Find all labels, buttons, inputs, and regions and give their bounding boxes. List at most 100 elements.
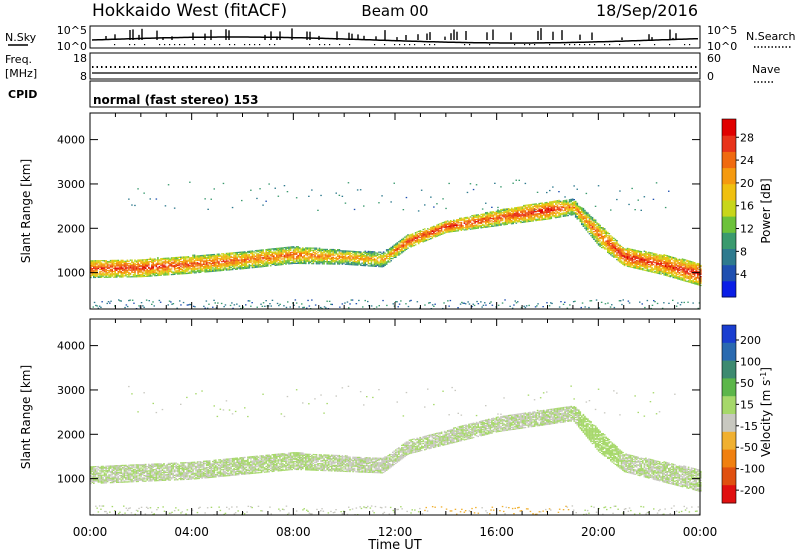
echo-cell <box>361 252 363 254</box>
echo-cell <box>457 220 460 222</box>
echo-cell <box>657 256 659 258</box>
echo-cell <box>154 272 156 275</box>
echo-cell <box>347 262 350 264</box>
echo-cell <box>160 259 162 261</box>
echo-cell <box>251 263 254 265</box>
echo-cell <box>164 274 167 276</box>
echo-cell <box>443 222 446 224</box>
echo-cell <box>552 209 554 212</box>
echo-cell <box>517 214 519 216</box>
echo-cell <box>356 257 359 260</box>
echo-cell <box>607 248 609 250</box>
echo-cell <box>395 244 397 246</box>
echo-cell <box>510 222 513 224</box>
echo-cell <box>571 203 574 205</box>
echo-cell <box>94 273 97 275</box>
echo-cell <box>518 208 521 211</box>
echo-cell <box>559 216 562 218</box>
echo-cell <box>366 254 368 256</box>
echo-cell <box>207 260 209 262</box>
echo-cell <box>593 221 595 223</box>
echo-cell <box>276 248 278 251</box>
echo-cell <box>610 249 612 251</box>
echo-cell <box>398 247 400 249</box>
echo-cell <box>152 260 155 262</box>
echo-cell <box>105 262 107 264</box>
echo-cell <box>230 256 232 259</box>
echo-cell <box>611 245 614 247</box>
echo-cell <box>103 267 106 269</box>
echo-cell <box>460 228 463 230</box>
echo-cell <box>341 250 344 252</box>
echo-cell <box>419 233 421 235</box>
echo-cell <box>600 227 603 229</box>
echo-cell <box>504 223 507 226</box>
echo-cell <box>312 258 315 260</box>
echo-cell <box>599 245 601 247</box>
echo-cell <box>144 263 147 265</box>
echo-cell <box>285 255 287 258</box>
echo-cell <box>514 210 516 212</box>
echo-cell <box>392 246 394 249</box>
echo-cell <box>570 203 572 205</box>
echo-cell <box>526 220 528 222</box>
echo-cell <box>303 256 306 258</box>
echo-cell <box>460 219 463 221</box>
echo-cell <box>144 275 147 277</box>
echo-cell <box>570 208 572 211</box>
echo-cell <box>538 216 540 218</box>
echo-cell <box>279 250 281 253</box>
echo-cell <box>315 248 318 250</box>
freq-label-2: [MHz] <box>5 67 37 80</box>
echo-cell <box>614 255 617 257</box>
echo-cell <box>134 275 136 277</box>
echo-cell <box>674 268 676 270</box>
echo-cell <box>265 255 267 257</box>
echo-cell <box>367 257 370 259</box>
cpid-label: CPID <box>8 88 37 101</box>
echo-cell <box>373 265 376 267</box>
echo-cell <box>201 254 203 257</box>
echo-cell <box>337 253 339 255</box>
echo-cell <box>643 260 646 262</box>
echo-cell <box>245 258 248 261</box>
echo-cell <box>300 251 302 253</box>
echo-cell <box>671 257 673 259</box>
echo-cell <box>407 235 409 237</box>
echo-cell <box>611 244 614 246</box>
echo-cell <box>215 269 217 271</box>
echo-cell <box>559 210 562 212</box>
echo-cell <box>273 252 275 254</box>
echo-cell <box>123 263 126 265</box>
echo-cell <box>382 254 385 256</box>
echo-cell <box>289 255 292 257</box>
echo-cell <box>483 216 486 218</box>
noise-search-dot <box>194 44 196 46</box>
echo-cell <box>204 258 206 260</box>
echo-cell <box>623 263 626 266</box>
echo-cell <box>407 242 409 244</box>
echo-cell <box>369 259 371 261</box>
echo-cell <box>561 201 563 203</box>
echo-cell <box>210 267 213 269</box>
echo-cell <box>358 259 360 261</box>
echo-cell <box>94 270 97 272</box>
echo-cell <box>228 269 231 271</box>
echo-cell <box>498 213 501 215</box>
echo-cell <box>620 260 623 262</box>
echo-cell <box>343 258 345 260</box>
echo-cell <box>187 256 190 258</box>
echo-cell <box>262 264 264 267</box>
echo-cell <box>375 263 377 265</box>
echo-cell <box>584 224 586 226</box>
echo-cell <box>535 215 537 217</box>
echo-cell <box>149 270 152 273</box>
echo-cell <box>370 257 373 259</box>
echo-cell <box>610 248 612 250</box>
echo-cell <box>202 262 205 264</box>
echo-cell <box>529 207 531 209</box>
echo-cell <box>242 255 245 258</box>
echo-cell <box>192 267 194 270</box>
echo-cell <box>666 262 668 265</box>
echo-cell <box>622 247 624 249</box>
